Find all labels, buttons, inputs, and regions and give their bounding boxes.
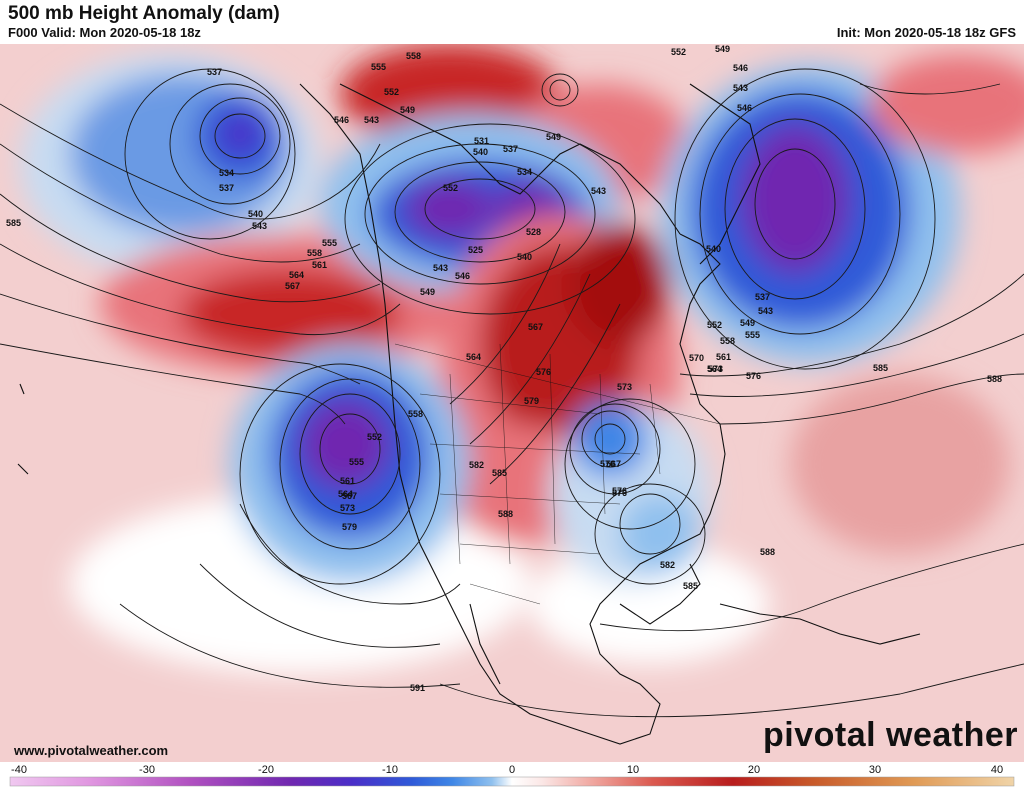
contour-label: 546 xyxy=(455,271,470,281)
contour-label: 528 xyxy=(526,227,541,237)
contour-label: 540 xyxy=(706,244,721,254)
contour-label: 537 xyxy=(219,183,234,193)
contour-label: 552 xyxy=(707,320,722,330)
contour-label: 561 xyxy=(340,476,355,486)
contour-label: 561 xyxy=(312,260,327,270)
contour-label: 555 xyxy=(371,62,386,72)
contour-label: 537 xyxy=(755,292,770,302)
contour-label: 558 xyxy=(406,51,421,61)
contour-label: 531 xyxy=(474,136,489,146)
contour-label: 537 xyxy=(503,144,518,154)
contour-label: 552 xyxy=(367,432,382,442)
contour-label: 555 xyxy=(322,238,337,248)
height-contours xyxy=(0,68,1024,718)
contour-label: 549 xyxy=(546,132,561,142)
contour-label: 549 xyxy=(400,105,415,115)
contour-label: 543 xyxy=(433,263,448,273)
contour-label: 534 xyxy=(517,167,532,177)
contour-label: 552 xyxy=(384,87,399,97)
contour-label: 555 xyxy=(349,457,364,467)
anomaly-map: 537 534 537 540 543 585 558 555 561 564 … xyxy=(0,44,1024,762)
contour-label: 573 xyxy=(617,382,632,392)
coastlines xyxy=(17,83,921,745)
contour-label: 543 xyxy=(364,115,379,125)
contour-label: 546 xyxy=(733,63,748,73)
colorbar-ticks: -40 -30 -20 -10 0 10 20 30 40 xyxy=(11,764,1003,776)
contour-label: 546 xyxy=(334,115,349,125)
borders xyxy=(394,343,721,605)
contour-label: 552 xyxy=(671,47,686,57)
contour-label: 570 xyxy=(689,353,704,363)
contour-label: 585 xyxy=(683,581,698,591)
contour-label: 543 xyxy=(758,306,773,316)
contour-label: 588 xyxy=(760,547,775,557)
contour-label: 576 xyxy=(612,486,627,496)
contour-label: 585 xyxy=(492,468,507,478)
contour-label: 540 xyxy=(248,209,263,219)
contour-label: 540 xyxy=(473,147,488,157)
contour-label: 585 xyxy=(6,218,21,228)
contour-label: 543 xyxy=(733,83,748,93)
contour-label: 567 xyxy=(528,322,543,332)
contour-label: 567 xyxy=(342,491,357,501)
contour-label: 534 xyxy=(219,168,234,178)
contour-label: 585 xyxy=(873,363,888,373)
colorbar-tick: -40 xyxy=(11,764,27,776)
contour-label: 564 xyxy=(338,489,353,499)
contour-label: 540 xyxy=(517,252,532,262)
colorbar-tick: -30 xyxy=(139,764,155,776)
map-canvas: 537 534 537 540 543 585 558 555 561 564 … xyxy=(0,44,1024,762)
contour-label: 546 xyxy=(737,103,752,113)
contour-label: 591 xyxy=(410,683,425,693)
colorbar-tick: 30 xyxy=(869,764,881,776)
contour-label: 525 xyxy=(468,245,483,255)
contour-label: 588 xyxy=(498,509,513,519)
contour-label: 573 xyxy=(708,364,723,374)
contour-label: 558 xyxy=(307,248,322,258)
website-url: www.pivotalweather.com xyxy=(14,743,169,758)
colorbar-tick: 10 xyxy=(627,764,639,776)
contour-label: 567 xyxy=(285,281,300,291)
colorbar-tick: -10 xyxy=(382,764,398,776)
contour-label: 582 xyxy=(469,460,484,470)
contour-label: 582 xyxy=(660,560,675,570)
contour-label: 567 xyxy=(606,459,621,469)
contour-label: 579 xyxy=(524,396,539,406)
header: 500 mb Height Anomaly (dam) F000 Valid: … xyxy=(0,0,1024,44)
colorbar-tick: 40 xyxy=(991,764,1003,776)
contour-label: 588 xyxy=(987,374,1002,384)
colorbar-svg: -40 -30 -20 -10 0 10 20 30 40 xyxy=(9,764,1015,787)
contour-label: 561 xyxy=(716,352,731,362)
contour-label: 576 xyxy=(746,371,761,381)
contour-label: 549 xyxy=(420,287,435,297)
map-title: 500 mb Height Anomaly (dam) xyxy=(8,3,280,24)
colorbar-tick: -20 xyxy=(258,764,274,776)
contour-label: 552 xyxy=(443,183,458,193)
contour-label: 543 xyxy=(591,186,606,196)
contour-label: 576 xyxy=(536,367,551,377)
contour-label: 537 xyxy=(207,67,222,77)
contour-label: 549 xyxy=(715,44,730,54)
colorbar: -40 -30 -20 -10 0 10 20 30 40 xyxy=(0,762,1024,791)
init-time: Init: Mon 2020-05-18 18z GFS xyxy=(836,25,1016,40)
contour-label: 564 xyxy=(466,352,481,362)
contour-label: 576 xyxy=(612,488,627,498)
contour-labels: 537 534 537 540 543 585 558 555 561 564 … xyxy=(6,44,1002,693)
contour-label: 558 xyxy=(408,409,423,419)
contour-label: 549 xyxy=(740,318,755,328)
colorbar-tick: 20 xyxy=(748,764,760,776)
contour-label: 564 xyxy=(707,364,722,374)
valid-time: F000 Valid: Mon 2020-05-18 18z xyxy=(8,25,201,40)
contour-label: 555 xyxy=(745,330,760,340)
brand-logo: pivotal weather xyxy=(762,716,1018,754)
contour-label: 573 xyxy=(340,503,355,513)
contour-label: 543 xyxy=(252,221,267,231)
contour-label: 570 xyxy=(600,459,615,469)
anomaly-fields xyxy=(20,44,1024,674)
contour-label: 558 xyxy=(720,336,735,346)
contour-label: 564 xyxy=(289,270,304,280)
contour-label: 579 xyxy=(342,522,357,532)
colorbar-tick: 0 xyxy=(509,764,515,776)
colorbar-gradient xyxy=(9,776,1015,787)
